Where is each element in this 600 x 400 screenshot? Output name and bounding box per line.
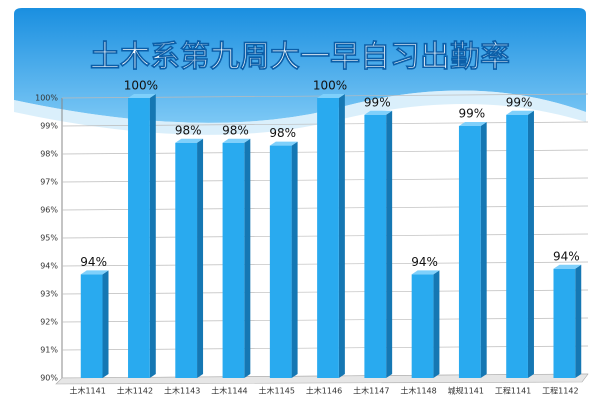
bar-side — [197, 138, 204, 378]
x-tick-label: 土木1143 — [164, 386, 200, 396]
bar-side — [527, 110, 534, 379]
bar-top — [128, 94, 156, 98]
value-label: 98% — [222, 123, 249, 137]
value-label: 94% — [553, 249, 580, 263]
bar — [364, 114, 387, 379]
bar — [80, 274, 103, 378]
value-label: 99% — [458, 107, 485, 121]
value-label: 98% — [269, 126, 296, 140]
bar — [506, 114, 528, 379]
bar-side — [480, 122, 487, 378]
x-tick-label: 土木1147 — [353, 386, 389, 396]
y-tick-label: 99% — [40, 122, 58, 131]
bar-side — [244, 138, 251, 378]
bar-side — [291, 141, 298, 378]
bar-side — [102, 270, 109, 378]
y-tick-label: 95% — [40, 234, 58, 243]
y-tick-label: 97% — [40, 178, 58, 187]
bar-top — [222, 138, 251, 143]
y-tick-label: 90% — [40, 374, 58, 383]
bar-top — [80, 270, 109, 275]
bar-top — [364, 110, 393, 115]
bar-side — [575, 264, 582, 378]
bar — [317, 98, 339, 378]
bar-side — [386, 110, 393, 379]
value-label: 99% — [364, 95, 391, 109]
bar-top — [553, 264, 582, 269]
x-tick-label: 土木1145 — [259, 386, 295, 396]
x-tick-label: 城规1141 — [448, 386, 484, 396]
x-tick-label: 土木1148 — [400, 386, 436, 396]
value-label: 100% — [313, 79, 347, 93]
y-tick-label: 96% — [40, 206, 58, 215]
bar — [411, 274, 434, 378]
bar — [128, 98, 150, 378]
y-tick-label: 92% — [40, 318, 58, 327]
x-tick-label: 工程1142 — [542, 387, 578, 396]
y-tick-label: 100% — [35, 94, 58, 103]
x-tick-label: 土木1144 — [211, 386, 247, 396]
y-tick-label: 93% — [40, 290, 58, 299]
y-tick-label: 98% — [40, 150, 58, 159]
bar — [553, 268, 576, 378]
bar — [222, 142, 245, 378]
header-wave — [14, 90, 586, 135]
value-label: 98% — [175, 123, 202, 137]
bar-side — [149, 94, 156, 378]
value-label: 94% — [80, 255, 107, 269]
y-tick-label: 91% — [40, 346, 58, 355]
bar — [175, 142, 198, 378]
value-label: 100% — [124, 79, 158, 93]
bar — [458, 126, 481, 378]
bar-side — [433, 270, 440, 378]
bar-top — [175, 138, 204, 143]
bar-top — [411, 270, 440, 275]
bar-side — [338, 94, 345, 378]
x-tick-label: 工程1141 — [495, 387, 531, 396]
bar-top — [317, 94, 345, 98]
x-tick-label: 土木1142 — [117, 386, 153, 396]
x-tick-label: 土木1141 — [69, 386, 105, 396]
y-tick-label: 94% — [40, 262, 58, 271]
value-label: 99% — [506, 95, 533, 109]
bar-top — [458, 122, 487, 126]
header-band — [14, 8, 586, 123]
value-label: 94% — [411, 255, 438, 269]
x-tick-label: 土木1146 — [306, 386, 342, 396]
chart-title: 土木系第九周大一早自习出勤率 — [90, 40, 510, 75]
bar — [269, 145, 292, 378]
bar-top — [269, 141, 298, 146]
bar-top — [506, 110, 534, 115]
